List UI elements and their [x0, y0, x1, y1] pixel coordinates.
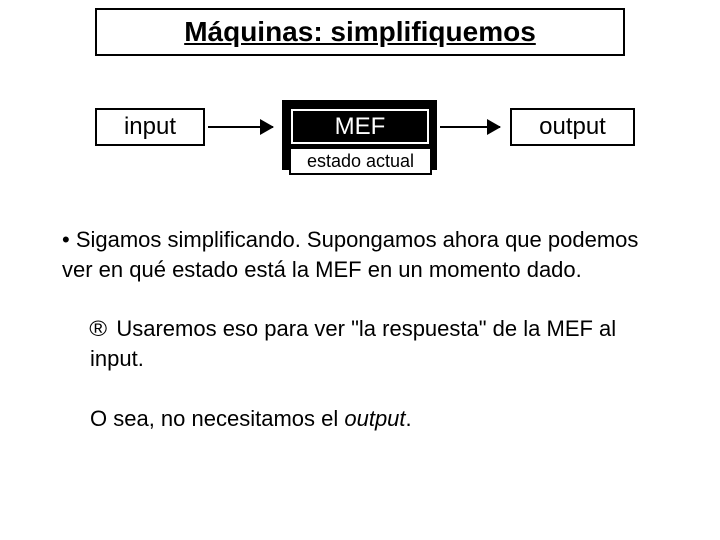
mef-label: MEF [291, 109, 429, 144]
output-box: output [510, 108, 635, 146]
title: Máquinas: simplifiquemos [95, 8, 625, 56]
arrow-input-to-mef [208, 126, 273, 128]
paragraph-3: O sea, no necesitamos el output. [90, 404, 672, 434]
bullet: • [62, 227, 76, 252]
p3b-italic: output [344, 406, 405, 431]
p1-text: Sigamos simplificando. Supongamos ahora … [62, 227, 638, 282]
arrow-mef-to-output [440, 126, 500, 128]
paragraph-1: • Sigamos simplificando. Supongamos ahor… [62, 225, 672, 284]
content: • Sigamos simplificando. Supongamos ahor… [62, 225, 672, 463]
arrow-bullet-icon: ® [89, 314, 107, 344]
input-box: input [95, 108, 205, 146]
p2-text: Usaremos eso para ver "la respuesta" de … [90, 316, 616, 371]
estado-label: estado actual [289, 147, 432, 175]
paragraph-2: ® Usaremos eso para ver "la respuesta" d… [90, 314, 672, 373]
mef-black-box: MEF estado actual [282, 100, 437, 170]
mef-stack: MEF estado actual [282, 100, 447, 170]
p3a: O sea, no necesitamos el [90, 406, 344, 431]
p3c: . [406, 406, 412, 431]
diagram: input MEF estado actual output [0, 100, 720, 220]
